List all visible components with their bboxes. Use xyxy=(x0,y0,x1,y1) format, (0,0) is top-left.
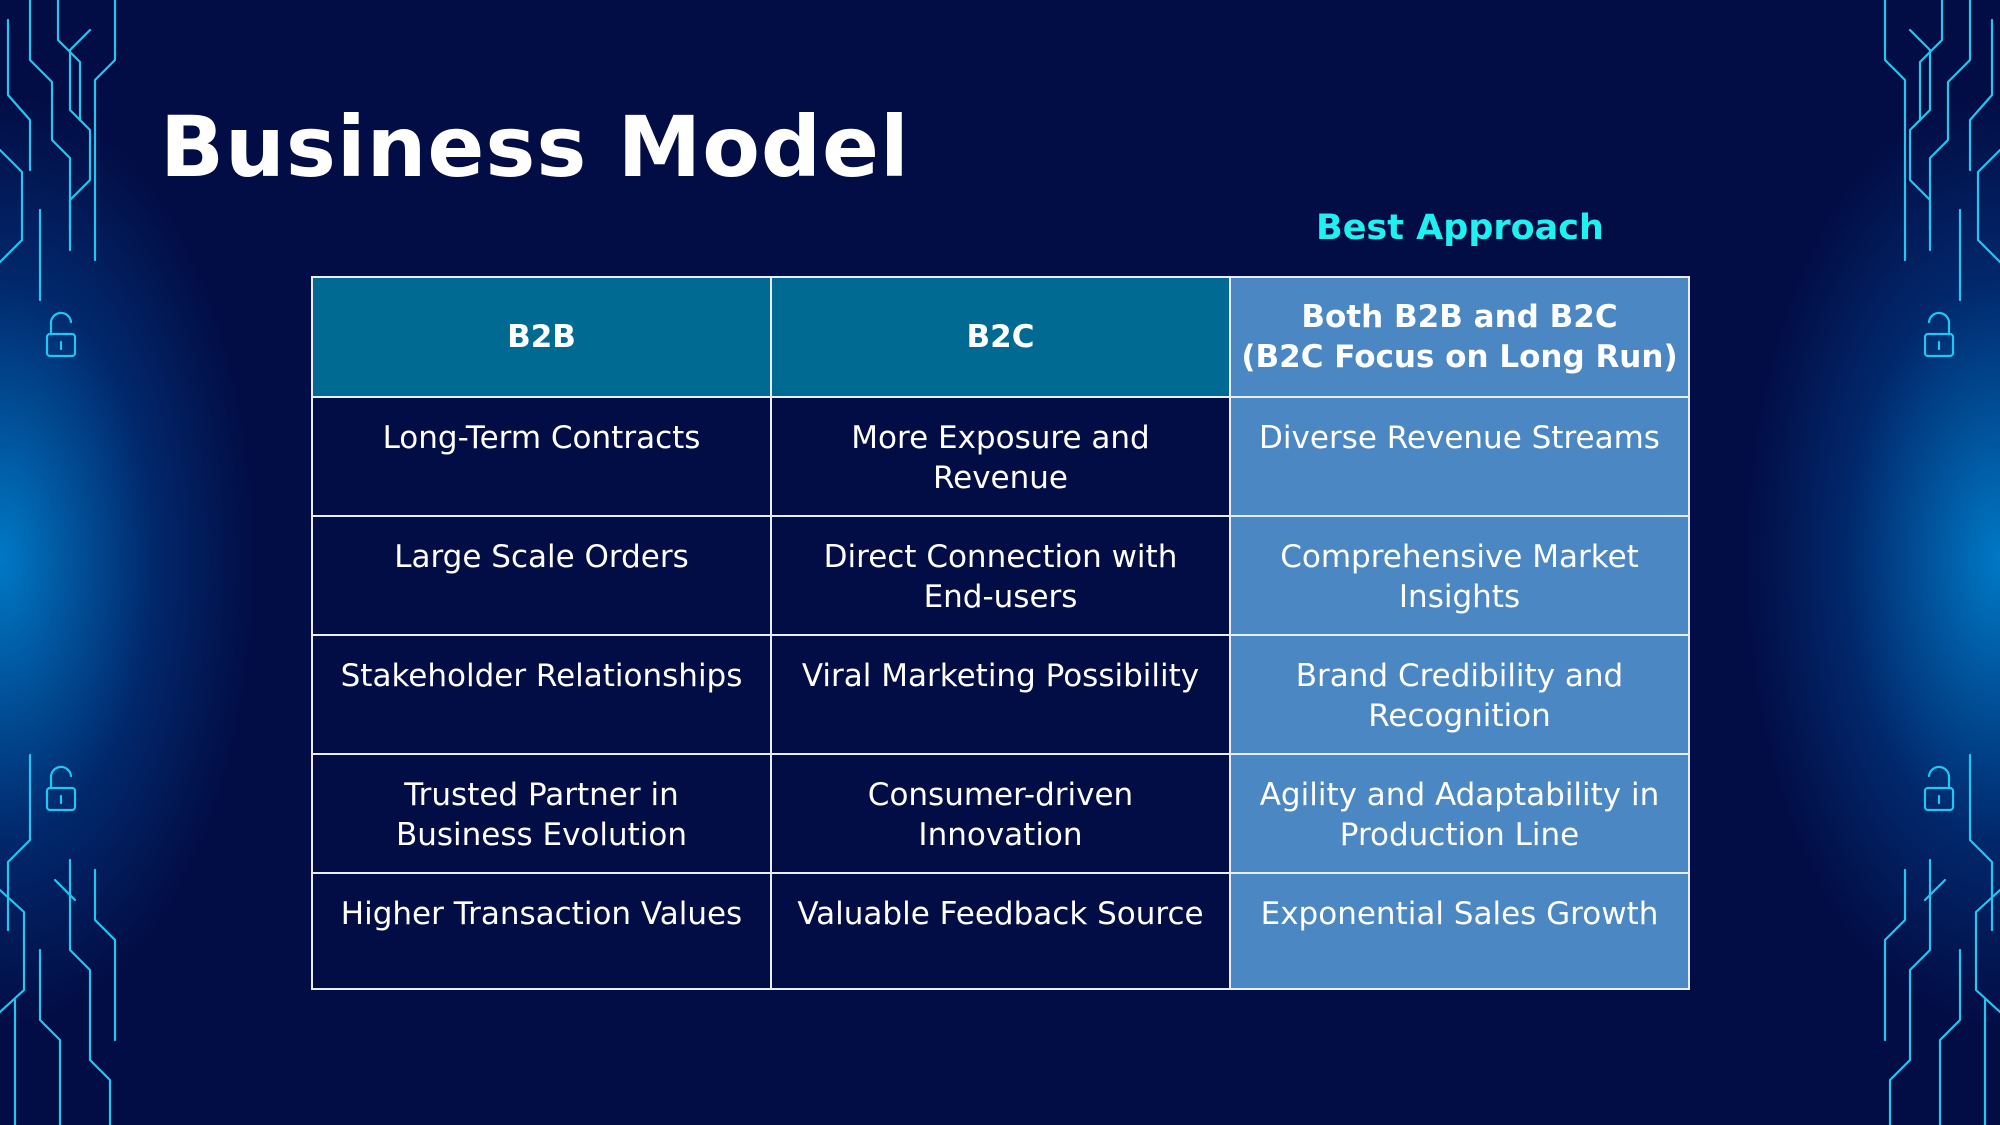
table-cell: Large Scale Orders xyxy=(311,515,772,636)
table-cell: Stakeholder Relationships xyxy=(311,634,772,755)
table-cell: Direct Connection with End-users xyxy=(770,515,1231,636)
table-row: Higher Transaction Values Valuable Feedb… xyxy=(311,872,1690,990)
table-row: Long-Term Contracts More Exposure and Re… xyxy=(311,396,1690,517)
unlock-icon xyxy=(45,765,77,812)
table-cell: Trusted Partner in Business Evolution xyxy=(311,753,772,874)
unlock-icon xyxy=(45,311,77,358)
unlock-icon xyxy=(1923,311,1955,358)
business-model-table: B2B B2C Both B2B and B2C (B2C Focus on L… xyxy=(311,276,1690,990)
table-cell: Consumer-driven Innovation xyxy=(770,753,1231,874)
table-cell: Viral Marketing Possibility xyxy=(770,634,1231,755)
table-cell: Diverse Revenue Streams xyxy=(1229,396,1690,517)
unlock-icon xyxy=(1923,765,1955,812)
table-row: Large Scale Orders Direct Connection wit… xyxy=(311,515,1690,636)
table-cell: Long-Term Contracts xyxy=(311,396,772,517)
table-row: Stakeholder Relationships Viral Marketin… xyxy=(311,634,1690,755)
header-b2b: B2B xyxy=(311,276,772,398)
circuit-decoration-right xyxy=(1883,0,2000,1125)
table-cell: Exponential Sales Growth xyxy=(1229,872,1690,990)
table-cell: Valuable Feedback Source xyxy=(770,872,1231,990)
header-b2c: B2C xyxy=(770,276,1231,398)
table-cell: Agility and Adaptability in Production L… xyxy=(1229,753,1690,874)
slide-title: Business Model xyxy=(160,98,910,196)
header-both: Both B2B and B2C (B2C Focus on Long Run) xyxy=(1229,276,1690,398)
table-row: Trusted Partner in Business Evolution Co… xyxy=(311,753,1690,874)
table-cell: More Exposure and Revenue xyxy=(770,396,1231,517)
table-cell: Higher Transaction Values xyxy=(311,872,772,990)
table-cell: Brand Credibility and Recognition xyxy=(1229,634,1690,755)
table-cell: Comprehensive Market Insights xyxy=(1229,515,1690,636)
best-approach-label: Best Approach xyxy=(1316,208,1604,248)
table-header-row: B2B B2C Both B2B and B2C (B2C Focus on L… xyxy=(311,276,1690,398)
circuit-decoration-left xyxy=(0,0,117,1125)
